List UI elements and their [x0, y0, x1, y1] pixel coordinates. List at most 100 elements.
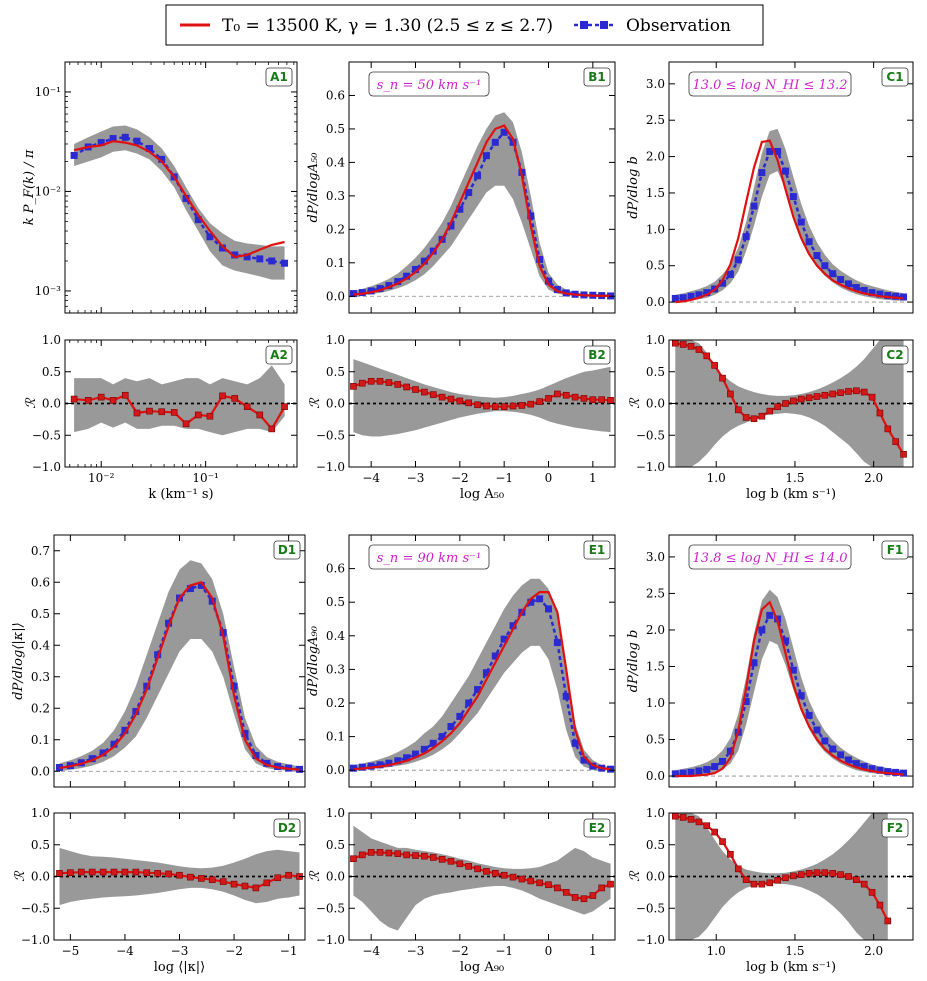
y-axis-label: k P_F(k) / π	[22, 149, 37, 225]
residual-point	[821, 391, 829, 399]
observation-point	[837, 751, 845, 759]
y-tick-label: 0.0	[646, 295, 665, 309]
residual-point	[243, 403, 251, 410]
annotation-box	[688, 71, 852, 97]
observation-point	[281, 259, 289, 267]
y-tick-label: 10⁻²	[35, 184, 62, 198]
observation-point	[695, 767, 703, 775]
y-tick-label: 1.0	[42, 333, 61, 347]
residual-point	[483, 868, 490, 875]
observation-point	[145, 145, 153, 153]
residual-point	[465, 399, 473, 407]
x-tick-label: 1	[589, 471, 597, 485]
residual-point	[358, 851, 366, 859]
residual-point	[845, 388, 852, 395]
x-tick-label: −4	[116, 944, 134, 958]
legend-obs-marker	[580, 21, 588, 29]
x-tick-label: 1.0	[707, 471, 726, 485]
residual-point	[412, 852, 419, 859]
observation-point	[456, 712, 464, 720]
observation-point	[553, 639, 561, 647]
axes-frame	[64, 61, 298, 314]
residual-point	[194, 411, 202, 419]
residual-point	[376, 377, 384, 385]
observation-point	[829, 270, 837, 278]
residual-point	[703, 352, 711, 360]
observation-point	[268, 257, 276, 265]
y-tick-label: 0.5	[646, 259, 665, 273]
annotation-box	[368, 544, 490, 570]
observation-point	[527, 598, 535, 606]
y-tick-label: 0.6	[326, 88, 345, 102]
y-tick-label: 0.5	[31, 838, 50, 852]
x-tick-label: −4	[362, 471, 380, 485]
residual-point	[208, 876, 216, 883]
residual-point	[536, 879, 543, 887]
observation-point	[385, 759, 393, 767]
residual-point	[376, 849, 384, 856]
residual-point	[580, 395, 588, 402]
x-tick-label: −3	[407, 471, 425, 485]
residual-point	[598, 884, 606, 892]
observation-point	[687, 292, 695, 300]
panel-label-box	[583, 818, 611, 838]
residual-point	[884, 425, 892, 433]
observation-point	[394, 278, 402, 286]
residual-point	[367, 377, 375, 385]
y-tick-label: 0.0	[326, 289, 345, 303]
panel-label: E2	[589, 821, 606, 835]
y-tick-label: 0.0	[646, 769, 665, 783]
residual-point	[727, 390, 734, 398]
residual-point	[465, 863, 473, 870]
y-tick-label: 2.5	[646, 113, 665, 127]
residual-point	[837, 871, 844, 878]
observation-point	[726, 270, 734, 278]
observation-point	[403, 754, 411, 762]
observation-point	[420, 257, 428, 265]
y-tick-label: −0.5	[636, 901, 665, 915]
axes-frame	[668, 61, 914, 314]
annotation-box	[368, 71, 490, 97]
observation-point	[884, 292, 892, 300]
x-tick-label: 0	[545, 944, 553, 958]
panel-label: A1	[270, 70, 288, 84]
residual-point	[84, 397, 92, 404]
residual-point	[133, 409, 141, 417]
residual-point	[711, 828, 718, 836]
residual-point	[607, 880, 614, 888]
observation-point	[734, 256, 742, 264]
plot-area	[349, 112, 615, 300]
panel-label: B1	[588, 70, 606, 84]
y-tick-label: 0.1	[326, 256, 345, 270]
x-tick-label: 1.0	[707, 944, 726, 958]
observation-point	[132, 707, 140, 715]
plot-area	[54, 847, 305, 906]
residual-point	[876, 901, 884, 909]
y-tick-label: −0.5	[316, 428, 345, 442]
plot-area	[65, 365, 297, 436]
residual-point	[589, 892, 597, 899]
observation-point	[868, 289, 876, 297]
plot-area	[349, 578, 615, 773]
y-tick-label: 0.3	[326, 662, 345, 676]
y-tick-label: −0.5	[32, 428, 61, 442]
plot-area	[669, 589, 913, 778]
annotation-box	[688, 544, 852, 570]
panel-a1: 10⁻³ 10⁻² 10⁻¹ k P_F(k) / π A1	[22, 61, 298, 314]
panel-label: B2	[588, 348, 606, 362]
y-tick-label: −1.0	[316, 460, 345, 474]
y-tick-label: 1.0	[326, 806, 345, 820]
observation-point	[860, 286, 868, 294]
observation-point	[884, 768, 892, 776]
panels: 10⁻³ 10⁻² 10⁻¹ k P_F(k) / π A1 10⁻² 10⁻¹ −1.0 −0…	[11, 61, 914, 975]
observation-point	[482, 669, 490, 677]
y-tick-label: 0.0	[326, 397, 345, 411]
residual-point	[589, 396, 597, 403]
residual-point	[456, 860, 464, 868]
y-tick-label: 0.4	[31, 638, 50, 652]
observation-point	[671, 294, 679, 302]
residual-point	[750, 880, 758, 888]
panel-label-box	[265, 67, 293, 87]
observation-point	[821, 737, 829, 745]
residual-point	[403, 851, 410, 859]
